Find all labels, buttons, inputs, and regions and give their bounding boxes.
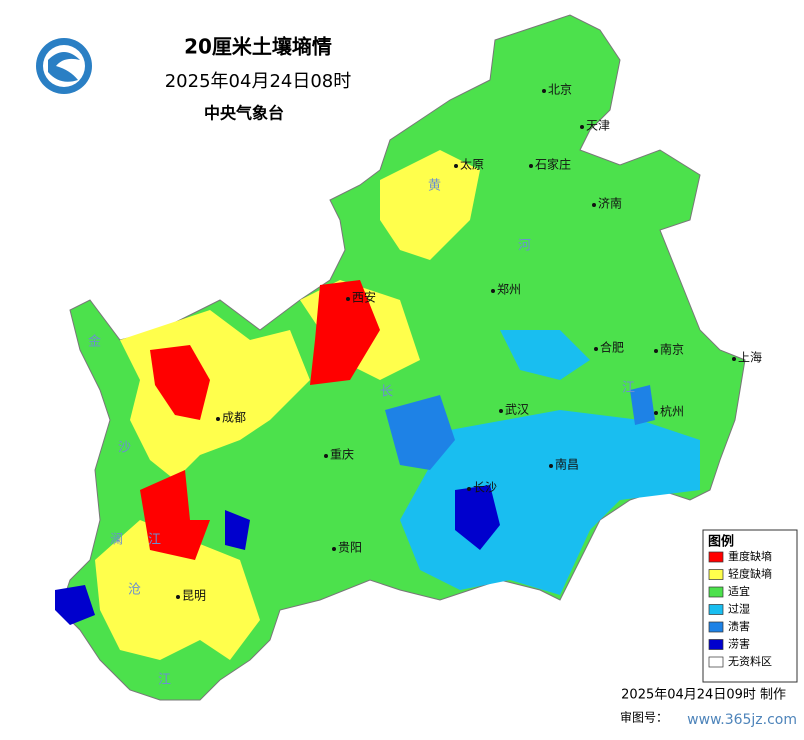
city-label: 合肥: [600, 340, 624, 355]
city-label: 重庆: [330, 448, 354, 462]
river-label: 黄: [428, 179, 441, 194]
legend-label: 轻度缺墒: [728, 567, 772, 581]
city-label: 昆明: [182, 589, 206, 603]
city-dot: [732, 357, 736, 361]
city-label: 太原: [460, 157, 484, 172]
legend-label: 重度缺墒: [728, 549, 772, 563]
river-label: 金: [88, 334, 101, 350]
map: [55, 14, 746, 701]
city-label: 北京: [548, 83, 572, 97]
river-label: 江: [158, 673, 171, 688]
legend-swatch: [708, 551, 724, 563]
city-dot: [324, 454, 328, 458]
river-label: 澜: [110, 533, 123, 548]
legend-swatch: [708, 639, 724, 650]
city-dot: [529, 164, 533, 168]
city-dot: [454, 164, 458, 168]
river-label: 沧: [128, 582, 141, 598]
city-label: 南京: [660, 342, 684, 357]
city-dot: [549, 464, 553, 468]
title: 20厘米土壤墒情: [184, 35, 332, 59]
legend-label: 涝害: [728, 637, 750, 651]
footer-made: 2025年04月24日09时 制作: [621, 688, 786, 703]
river-label: 江: [622, 381, 635, 396]
city-dot: [467, 487, 471, 491]
city-dot: [654, 349, 658, 353]
city-label: 天津: [586, 119, 610, 133]
city-dot: [346, 297, 350, 301]
legend-swatch: [708, 604, 724, 615]
city-dot: [594, 347, 598, 351]
city-label: 济南: [598, 196, 622, 211]
river-label: 江: [148, 533, 161, 548]
city-label: 上海: [738, 350, 762, 365]
city-dot: [654, 411, 658, 415]
city-dot: [499, 409, 503, 413]
legend-label: 过湿: [728, 603, 750, 616]
legend-label: 适宜: [728, 584, 750, 598]
footer-approval: 审图号：: [620, 710, 668, 725]
city-label: 郑州: [497, 282, 521, 297]
legend-swatch: [708, 621, 724, 633]
city-dot: [176, 595, 180, 599]
city-label: 长沙: [473, 481, 497, 495]
city-label: 石家庄: [535, 157, 571, 172]
river-label: 河: [518, 239, 531, 254]
legend-label: 渍害: [728, 619, 750, 633]
emblem: [36, 38, 92, 94]
issuer: 中央气象台: [204, 104, 284, 123]
city-label: 杭州: [660, 404, 684, 419]
time: 2025年04月24日08时: [165, 71, 352, 92]
legend-swatch: [708, 569, 724, 580]
city-dot: [592, 203, 596, 207]
city-label: 贵阳: [338, 541, 362, 555]
river-label: 沙: [118, 441, 131, 456]
legend-label: 无资料区: [728, 654, 772, 668]
city-dot: [332, 547, 336, 551]
city-label: 武汉: [505, 403, 529, 417]
city-dot: [491, 289, 495, 293]
city-dot: [580, 125, 584, 129]
watermark: www.365jz.com: [687, 712, 797, 728]
city-label: 成都: [222, 411, 246, 425]
city-dot: [216, 417, 220, 421]
city-label: 西安: [352, 290, 376, 305]
city-label: 南昌: [555, 457, 579, 472]
legend-swatch: [708, 586, 724, 598]
city-dot: [542, 89, 546, 93]
river-label: 长: [380, 385, 393, 400]
legend-title: 图例: [708, 534, 734, 550]
legend-swatch: [708, 656, 724, 668]
